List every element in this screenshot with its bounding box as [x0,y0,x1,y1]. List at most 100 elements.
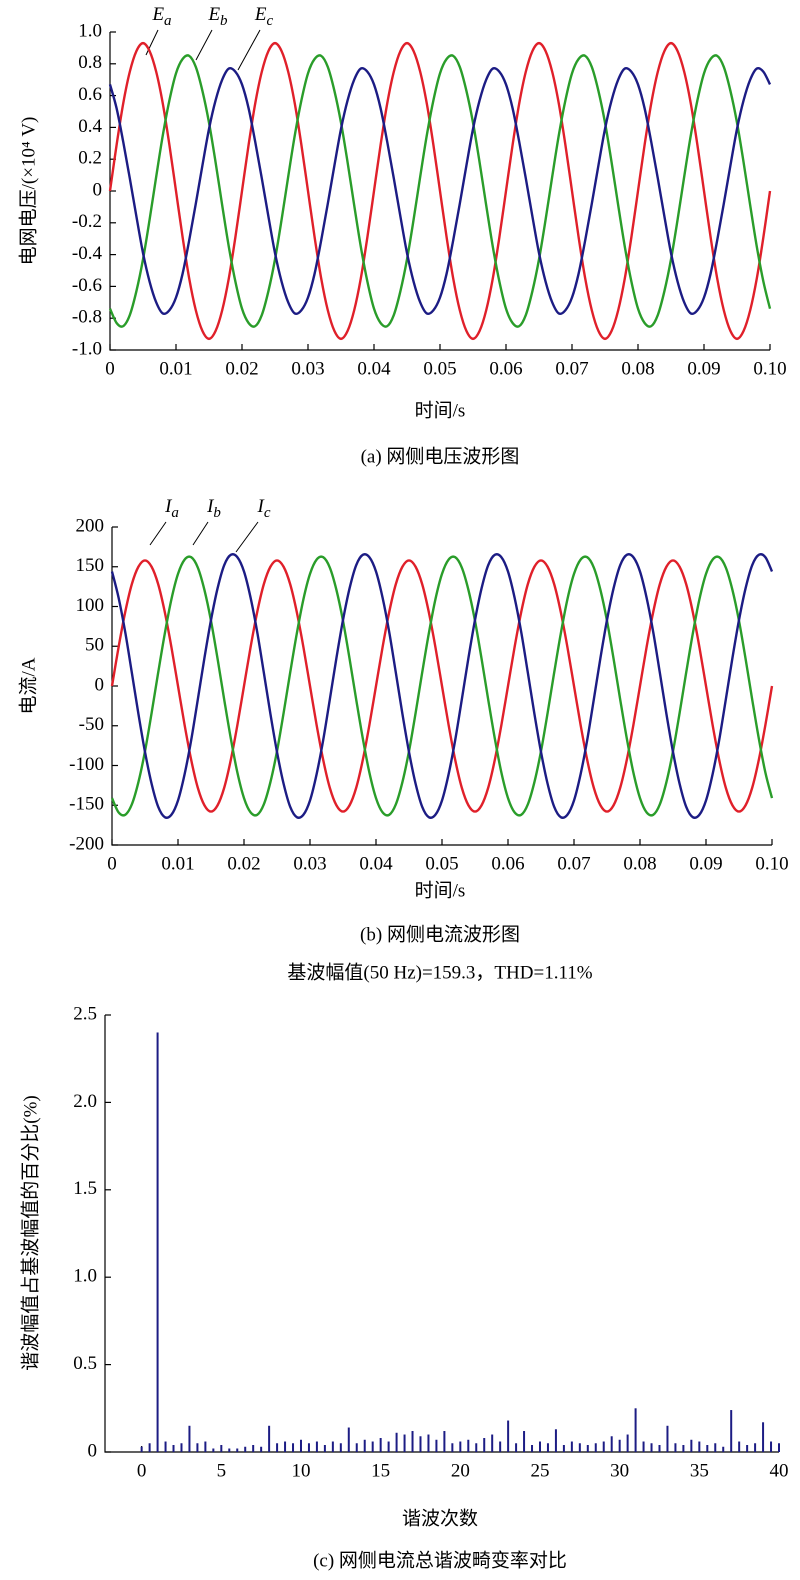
bar [411,1431,414,1452]
y-tick-label: -0.6 [72,275,102,296]
bar [634,1408,637,1452]
bar [355,1443,358,1452]
y-tick-label: -200 [69,833,104,854]
bar [363,1439,366,1452]
bar [419,1436,422,1452]
bar [212,1448,215,1452]
bar [156,1032,159,1452]
y-tick-label: 0 [88,1440,98,1461]
y-tick-label: 0.6 [78,84,102,105]
bar [180,1443,183,1452]
x-tick-label: 0.02 [225,358,258,379]
bar [403,1434,406,1452]
x-tick-label: 40 [770,1460,789,1481]
x-tick-label: 0 [137,1460,147,1481]
label-sub: b [220,13,228,29]
bar [467,1439,470,1452]
bar [507,1420,510,1452]
label-sub: c [264,505,271,521]
x-tick-label: 0.09 [689,853,722,874]
bar [546,1443,549,1452]
x-tick-label: 0.05 [425,853,458,874]
y-tick-label: 150 [76,555,105,576]
bar [594,1443,597,1452]
bar [714,1443,717,1452]
x-tick-label: 0.09 [687,358,720,379]
x-tick-label: 0.10 [753,358,786,379]
x-tick-label: 0.04 [359,853,393,874]
bar [523,1431,526,1452]
bar [140,1446,143,1452]
y-tick-label: 0.5 [73,1353,97,1374]
y-tick-label: -0.4 [72,243,103,264]
series-label: Ib [206,496,221,521]
bar [443,1431,446,1452]
y-tick-label: 0.8 [78,52,102,73]
x-tick-label: 0.10 [755,853,788,874]
bar [706,1445,709,1452]
y-tick-label: 1.0 [78,20,102,41]
y-tick-label: -0.8 [72,307,102,328]
chart-title: 基波幅值(50 Hz)=159.3，THD=1.11% [287,961,592,983]
bar [730,1410,733,1452]
bar [299,1439,302,1452]
x-tick-label: 0.03 [291,358,324,379]
y-tick-label: -1.0 [72,338,102,359]
y-tick-label: 0 [93,179,103,200]
label-main: I [206,496,215,517]
bar [531,1445,534,1452]
bar [698,1441,701,1452]
bar [435,1439,438,1452]
y-tick-label: -50 [79,714,104,735]
y-tick-label: -150 [69,794,104,815]
bar [690,1439,693,1452]
series-label: Ic [257,496,271,521]
series-label: Ia [164,496,179,521]
label-sub: a [164,13,172,29]
y-tick-label: 2.5 [73,1003,97,1024]
series-line [108,41,772,341]
label-main: E [151,4,164,25]
series-line [110,555,774,817]
bar [562,1445,565,1452]
bar [602,1441,605,1452]
caption: (a) 网侧电压波形图 [361,445,520,467]
bar [323,1445,326,1452]
x-tick-label: 15 [371,1460,390,1481]
y-tick-label: 0.4 [78,116,102,137]
bar [578,1443,581,1452]
series-label: Eb [207,4,228,29]
bar [459,1441,462,1452]
x-tick-label: 0 [105,358,115,379]
bar [228,1448,231,1452]
bar [515,1443,518,1452]
bar [339,1443,342,1452]
bar [674,1443,677,1452]
series-label: Ea [151,4,171,29]
series-line [108,66,772,316]
bar [284,1441,287,1452]
bar [666,1425,669,1452]
bar [554,1429,557,1452]
bar [276,1443,279,1452]
x-tick-label: 20 [451,1460,470,1481]
axis-line [104,1015,779,1453]
y-axis-label: 电流/A [17,657,39,714]
caption: (c) 网侧电流总谐波畸变率对比 [313,1549,567,1571]
series-label: Ec [254,4,274,29]
bar [331,1441,334,1452]
bar [236,1448,239,1452]
bar [491,1434,494,1452]
bar [292,1443,295,1452]
label-sub: a [171,505,179,521]
bar [754,1443,757,1452]
bar [658,1445,661,1452]
y-tick-label: 1.0 [73,1266,97,1287]
y-axis-label: 电网电压/(×10⁴ V) [17,117,39,266]
bar [538,1441,541,1452]
caption: (b) 网侧电流波形图 [360,923,520,945]
series-line [110,559,774,813]
y-tick-label: 0 [95,674,105,695]
bar [196,1443,199,1452]
